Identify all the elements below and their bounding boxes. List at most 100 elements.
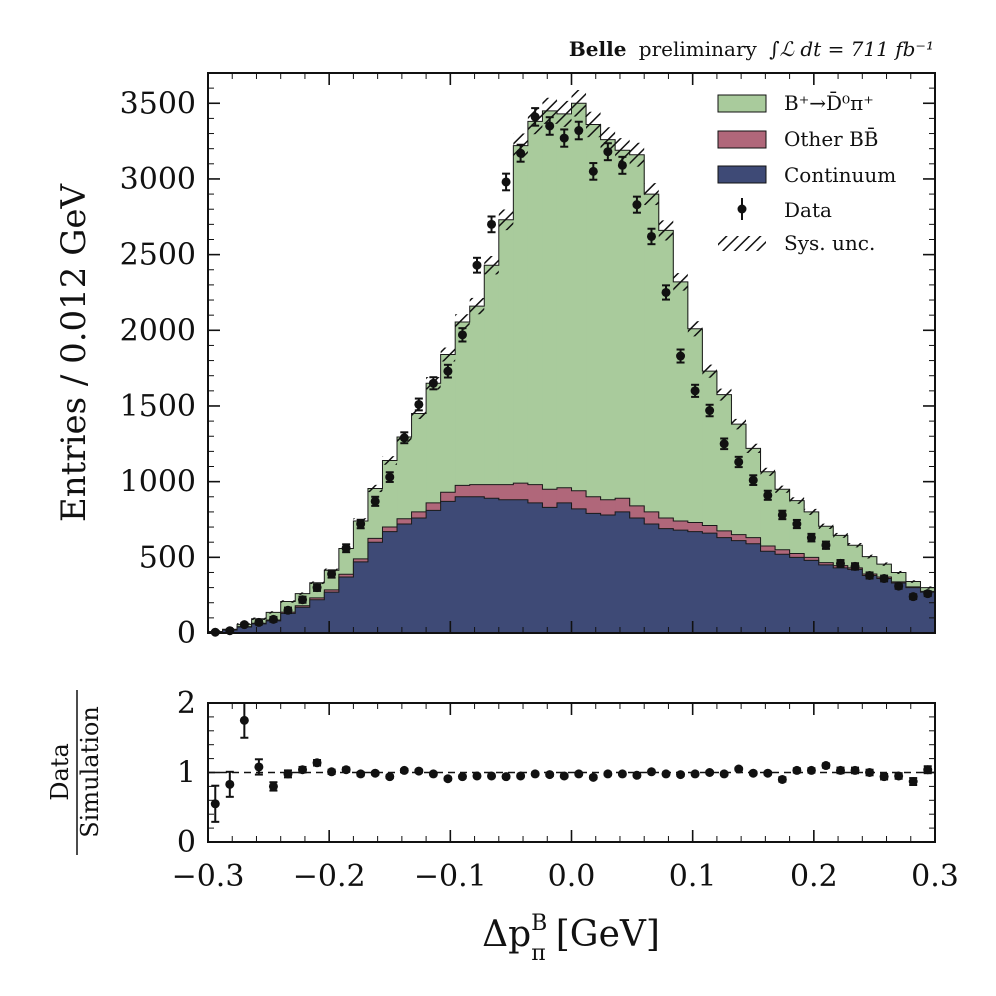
data-marker	[894, 581, 904, 591]
data-point	[646, 227, 656, 246]
ratio-marker	[298, 765, 308, 775]
data-marker	[239, 620, 249, 630]
ratio-y-tick-label: 2	[177, 686, 196, 721]
data-marker	[574, 126, 584, 136]
ratio-marker	[806, 765, 816, 775]
ratio-x-tick-label: 0.3	[911, 859, 959, 894]
header-luminosity: ∫ℒ dt = 711 fb⁻¹	[769, 37, 934, 61]
ratio-y-axis-title: Data Simulation	[46, 690, 104, 855]
ratio-marker	[646, 767, 656, 777]
ratio-marker	[428, 769, 438, 779]
data-point	[385, 471, 395, 483]
ratio-point	[472, 771, 482, 781]
data-point	[879, 574, 889, 584]
ratio-point	[734, 764, 744, 774]
data-marker	[545, 121, 555, 131]
ratio-point	[646, 767, 656, 777]
histogram-bar-continuum	[600, 514, 616, 633]
histogram-bar-continuum	[469, 496, 485, 633]
sys-unc-bin	[498, 209, 514, 231]
data-point	[734, 455, 744, 469]
data-point	[457, 327, 467, 343]
data-marker	[298, 595, 308, 605]
legend-label-continuum: Continuum	[784, 163, 896, 187]
data-marker	[603, 147, 613, 157]
data-marker	[399, 433, 409, 443]
main-y-tick-label: 500	[139, 540, 196, 575]
ratio-point	[385, 772, 395, 782]
legend-marker-data	[737, 198, 747, 220]
data-point	[501, 172, 511, 192]
ratio-marker	[894, 771, 904, 781]
histogram-bar-continuum	[891, 583, 907, 633]
sys-unc-bin	[600, 127, 616, 152]
sys-unc-bin	[440, 347, 456, 362]
header-status: preliminary	[639, 37, 758, 61]
ratio-marker	[516, 771, 526, 781]
ratio-panel: 0 1 2 −0.3 −0.2 −0.1 0.0 0.1 0.2 0.3 Data Simula…	[46, 686, 959, 966]
main-y-tick-label: 3500	[120, 86, 196, 121]
ratio-point	[487, 771, 497, 781]
data-marker	[792, 519, 802, 529]
ratio-point	[603, 769, 613, 779]
data-point	[298, 595, 308, 605]
ratio-marker	[879, 772, 889, 782]
data-marker	[879, 574, 889, 584]
data-marker	[865, 570, 875, 580]
data-point	[894, 581, 904, 591]
ratio-point	[588, 772, 598, 782]
histogram-bar-continuum	[484, 498, 500, 633]
ratio-point	[327, 767, 337, 777]
ratio-point	[399, 765, 409, 775]
header-caption: Belle preliminary ∫ℒ dt = 711 fb⁻¹	[569, 37, 934, 61]
data-point	[254, 617, 264, 627]
ratio-marker	[676, 770, 686, 780]
data-marker	[385, 472, 395, 482]
data-marker	[690, 386, 700, 396]
x-axis-title: ΔpB π [GeV]	[482, 911, 660, 966]
ratio-marker	[777, 774, 787, 784]
data-point	[835, 558, 845, 568]
data-marker	[646, 231, 656, 241]
legend-swatch-signal	[717, 94, 767, 113]
ratio-x-tick-label: 0.0	[548, 859, 596, 894]
histogram-bar-continuum	[876, 578, 892, 633]
ratio-marker	[850, 765, 860, 775]
ratio-point	[283, 769, 293, 779]
ratio-x-tick-label: −0.3	[172, 859, 245, 894]
ratio-x-tick-label: 0.2	[790, 859, 838, 894]
histogram-bar-continuum	[266, 620, 282, 633]
histogram-bar-continuum	[498, 499, 514, 633]
data-point	[923, 589, 933, 599]
ratio-marker	[574, 769, 584, 779]
ratio-marker	[603, 769, 613, 779]
data-marker	[530, 112, 540, 122]
data-point	[487, 215, 497, 234]
sys-unc-bin	[702, 364, 717, 378]
ratio-marker	[617, 769, 627, 779]
ratio-point	[239, 702, 249, 739]
histogram-bar-continuum	[862, 575, 878, 633]
data-point	[792, 518, 802, 530]
data-point	[850, 561, 860, 571]
sys-unc-bin	[862, 554, 877, 559]
histogram-bar-continuum	[629, 517, 645, 633]
data-marker	[617, 160, 627, 170]
histogram-bar-continuum	[789, 557, 805, 633]
ratio-marker	[268, 781, 278, 791]
ratio-point	[414, 766, 424, 776]
sys-unc-bin	[833, 532, 848, 538]
data-marker	[777, 510, 787, 520]
main-y-axis-title: Entries / 0.012 GeV	[54, 182, 94, 522]
data-point	[777, 509, 787, 521]
ratio-point	[559, 771, 569, 781]
data-point	[676, 348, 686, 364]
data-marker	[283, 605, 293, 615]
data-point	[283, 605, 293, 615]
histogram-bar-continuum	[455, 496, 471, 633]
histogram-bar-continuum	[338, 577, 354, 633]
main-y-tick-label: 2500	[120, 238, 196, 273]
ratio-marker	[356, 769, 366, 779]
data-point	[559, 128, 569, 148]
data-point	[748, 474, 758, 486]
